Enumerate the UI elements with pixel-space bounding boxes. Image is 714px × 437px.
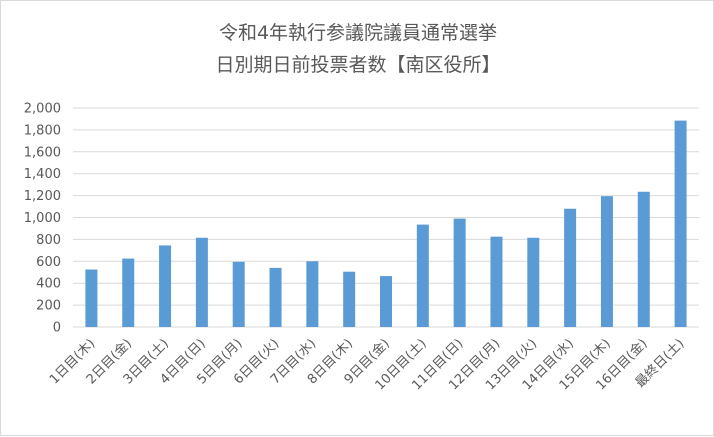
y-tick-label: 200	[36, 299, 61, 314]
bar	[416, 224, 429, 327]
gridlines	[73, 107, 699, 328]
y-tick-label: 1,200	[24, 189, 61, 204]
bar	[564, 208, 577, 327]
y-axis-ticks: 0 200 400 600 800 1,000 1,200 1,400 1,600 1,800 2,…	[24, 102, 61, 336]
y-tick-label: 1,400	[24, 167, 61, 182]
bar	[269, 267, 282, 327]
y-tick-label: 2,000	[24, 102, 61, 117]
y-tick-label: 600	[36, 255, 61, 270]
y-tick-label: 1,000	[24, 211, 61, 226]
bar	[195, 237, 208, 327]
bar	[600, 196, 613, 327]
bar	[490, 236, 503, 327]
bar	[85, 269, 98, 327]
bar	[637, 191, 650, 327]
y-tick-label: 800	[36, 233, 61, 248]
x-axis-labels: 1日目(木)2日目(金)3日目(土)4日目(日)5日目(月)6日目(火)7日目(…	[47, 336, 687, 394]
y-tick-label: 1,600	[24, 145, 61, 160]
bar	[380, 276, 392, 327]
bars	[85, 120, 687, 327]
bar	[122, 258, 135, 327]
bar	[453, 218, 466, 327]
y-tick-label: 400	[36, 277, 61, 292]
chart-title-line-2: 日別期日前投票者数【南区役所】	[215, 54, 500, 76]
y-tick-label: 0	[53, 321, 61, 336]
y-tick-label: 1,800	[24, 123, 61, 138]
bar	[527, 237, 540, 327]
bar	[306, 261, 319, 327]
bar	[674, 120, 687, 327]
bar	[232, 261, 245, 327]
bar	[159, 245, 172, 327]
bar	[343, 271, 356, 327]
chart-title-line-1: 令和4年執行参議院議員通常選挙	[219, 22, 497, 44]
